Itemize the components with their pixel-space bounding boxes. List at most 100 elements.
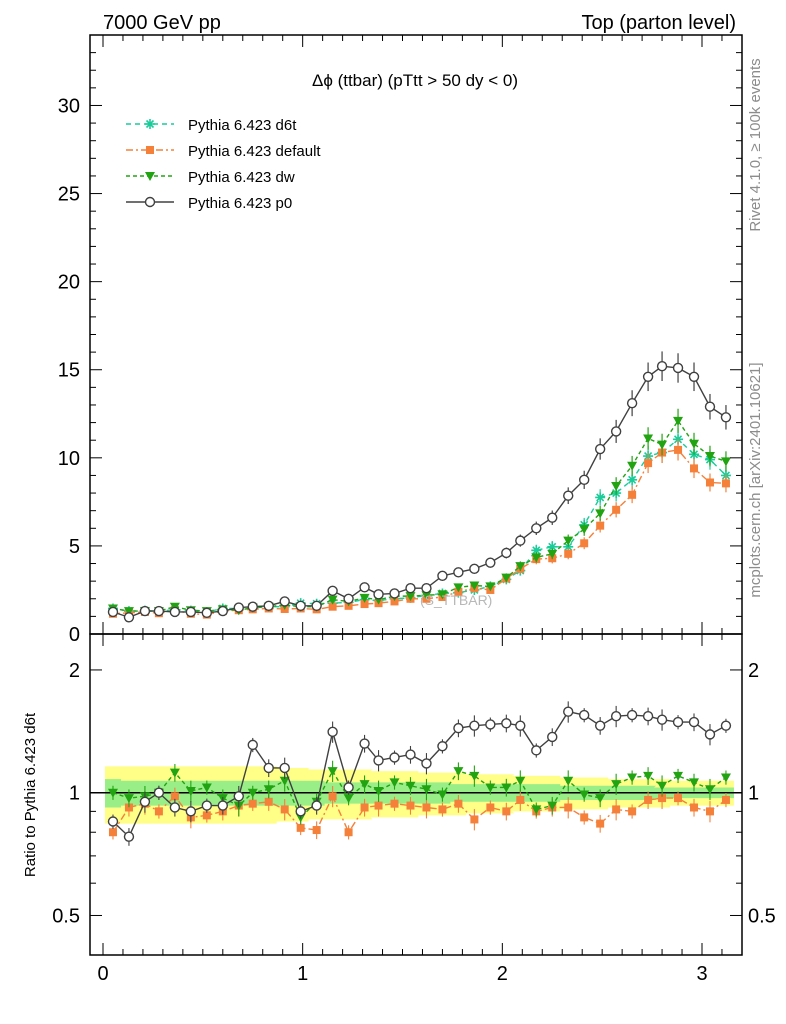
data-point	[247, 601, 258, 612]
ratio-point	[594, 720, 606, 731]
ratio-point	[139, 796, 151, 807]
data-point	[547, 549, 558, 559]
ratio-point	[359, 738, 370, 749]
data-point	[547, 512, 558, 523]
data-point	[531, 545, 542, 556]
ratio-point	[453, 767, 464, 777]
ratio-point	[343, 794, 354, 804]
ratio-point	[263, 762, 274, 774]
ratio-point	[704, 729, 716, 740]
ratio-point	[611, 780, 622, 790]
data-point	[563, 541, 574, 552]
ratio-point	[595, 794, 606, 804]
ratio-point	[233, 791, 244, 802]
ratio-point	[720, 773, 731, 783]
ratio-y-axis-title: Ratio to Pythia 6.423 d6t	[22, 712, 39, 877]
data-point	[327, 595, 338, 605]
ratio-point	[502, 807, 511, 816]
x-tick-label: 0	[97, 963, 108, 985]
data-point	[547, 541, 558, 552]
ratio-panel-data	[90, 701, 742, 846]
data-point	[153, 605, 165, 617]
ratio-point	[437, 741, 448, 752]
ratio-point	[688, 716, 700, 728]
legend-marker-p0	[144, 196, 156, 208]
ratio-y-tick-label-right: 1	[748, 783, 759, 805]
mcplots-reference-label: mcplots.cern.ch [arXiv:2401.10621]	[747, 362, 764, 597]
ratio-point	[312, 826, 321, 835]
ratio-point	[405, 749, 416, 760]
ratio-point	[389, 752, 400, 763]
ratio-y-tick-label-left: 2	[69, 660, 80, 682]
ratio-point	[108, 828, 117, 837]
legend-entry-dw: Pythia 6.423 dw	[126, 169, 295, 186]
data-point	[437, 590, 448, 600]
data-point	[531, 523, 542, 534]
ratio-point	[486, 803, 495, 812]
ratio-point	[626, 709, 638, 721]
ratio-y-tick-label-right: 0.5	[748, 905, 776, 927]
data-point	[421, 591, 432, 601]
ratio-point	[123, 794, 134, 804]
data-point	[343, 593, 354, 604]
analysis-watermark: (S_TTBAR)	[420, 592, 492, 608]
data-point	[501, 573, 512, 583]
ratio-point	[689, 778, 700, 788]
ratio-point	[516, 795, 525, 804]
data-point	[295, 600, 306, 612]
ratio-series-pythia-6-423-p0	[107, 701, 732, 846]
data-point	[563, 490, 574, 501]
data-point	[580, 539, 589, 548]
ratio-point	[153, 787, 165, 798]
data-point	[690, 464, 699, 473]
main-panel-data	[107, 351, 732, 623]
data-point	[595, 509, 606, 519]
ratio-point	[422, 803, 431, 812]
data-point	[185, 606, 197, 618]
ratio-point	[547, 801, 558, 811]
y-tick-label: 30	[58, 95, 80, 117]
data-point	[405, 592, 416, 602]
legend-marker-dw	[145, 172, 155, 181]
data-point	[469, 563, 480, 575]
ratio-point	[264, 797, 273, 806]
ratio-point	[373, 755, 384, 766]
ratio-point	[247, 788, 258, 798]
ratio-point	[721, 795, 730, 804]
ratio-point	[295, 806, 306, 817]
data-point	[263, 600, 274, 612]
y-tick-label: 10	[58, 448, 80, 470]
data-point	[627, 461, 638, 471]
ratio-point	[720, 720, 732, 731]
legend-label-dw: Pythia 6.423 dw	[188, 169, 295, 186]
ratio-series-pythia-6-423-default	[108, 785, 730, 840]
y-tick-label: 15	[58, 360, 80, 382]
ratio-y-tick-label-left: 1	[69, 783, 80, 805]
legend-marker	[145, 172, 155, 181]
ratio-point	[344, 828, 353, 837]
series-pythia-6-423-dw	[107, 408, 731, 617]
ratio-point	[202, 811, 211, 820]
legend-marker	[146, 146, 154, 154]
series-line-pythia-6-423-p0	[112, 365, 727, 619]
ratio-point	[124, 803, 133, 812]
legend-label-d6t: Pythia 6.423 d6t	[188, 117, 297, 134]
ratio-point	[154, 807, 163, 816]
ratio-point	[201, 800, 213, 811]
ratio-point	[485, 719, 496, 730]
data-point	[720, 412, 732, 423]
data-point	[453, 583, 464, 593]
ratio-point	[470, 815, 479, 824]
ratio-point	[421, 758, 432, 769]
ratio-plot-frame	[89, 633, 743, 956]
legend-marker	[145, 119, 155, 129]
data-point	[359, 593, 370, 603]
data-point	[139, 605, 151, 617]
ratio-point	[453, 722, 464, 734]
ratio-point	[579, 790, 590, 800]
ratio-point	[657, 781, 668, 791]
ratio-point	[690, 803, 699, 812]
data-point	[626, 398, 638, 409]
ratio-point	[578, 709, 590, 721]
